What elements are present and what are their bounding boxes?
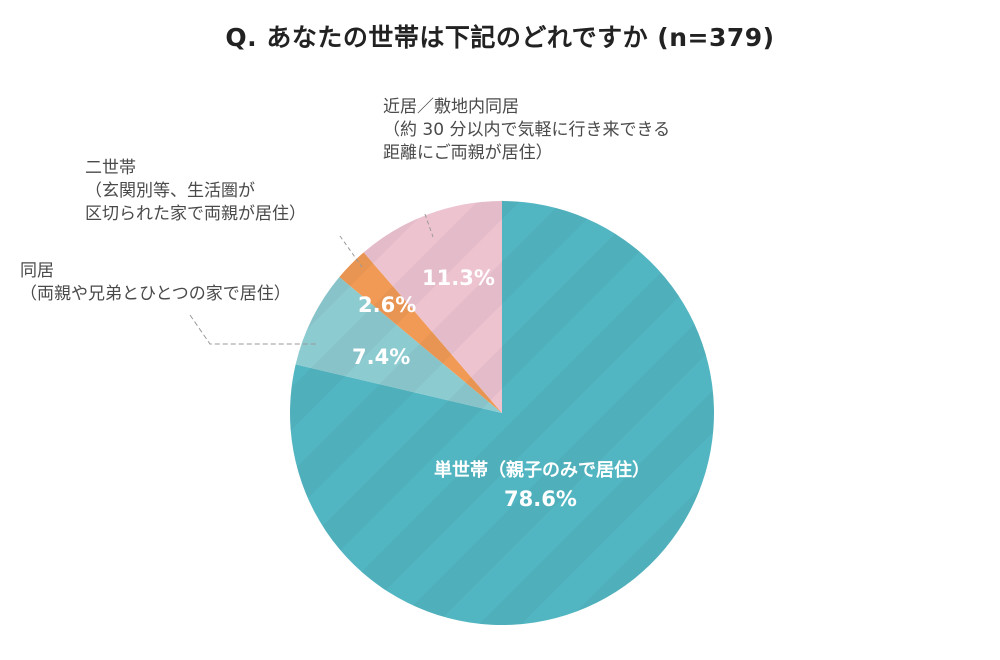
label-nearby: 近居／敷地内同居 （約 30 分以内で気軽に行き来できる 距離にご両親が居住）: [383, 96, 670, 165]
pct-single: 78.6%: [504, 487, 577, 511]
label-nearby-line3: 距離にご両親が居住）: [383, 143, 553, 163]
pct-nearby: 11.3%: [422, 266, 495, 290]
chart-title: Q. あなたの世帯は下記のどれですか (n=379): [225, 23, 775, 52]
label-twogen-line1: 二世帯: [85, 158, 136, 178]
label-cohabit-line2: （両親や兄弟とひとつの家で居住）: [20, 284, 291, 304]
label-twogen-line2: （玄関別等、生活圏が: [85, 181, 255, 201]
label-single: 単世帯（親子のみで居住）: [434, 460, 650, 481]
stripe-overlay: [290, 201, 714, 625]
label-cohabit: 同居 （両親や兄弟とひとつの家で居住）: [20, 260, 291, 306]
leader-line-twogen: [339, 235, 363, 268]
label-twogen-line3: 区切られた家で両親が居住）: [85, 204, 306, 224]
label-cohabit-line1: 同居: [20, 261, 54, 281]
pct-twogen: 2.6%: [358, 293, 417, 317]
label-nearby-line1: 近居／敷地内同居: [383, 97, 519, 117]
label-twogen: 二世帯 （玄関別等、生活圏が 区切られた家で両親が居住）: [85, 157, 306, 226]
leader-line-cohabit: [189, 314, 317, 345]
label-nearby-line2: （約 30 分以内で気軽に行き来できる: [383, 120, 671, 140]
pct-cohabit: 7.4%: [352, 345, 411, 369]
